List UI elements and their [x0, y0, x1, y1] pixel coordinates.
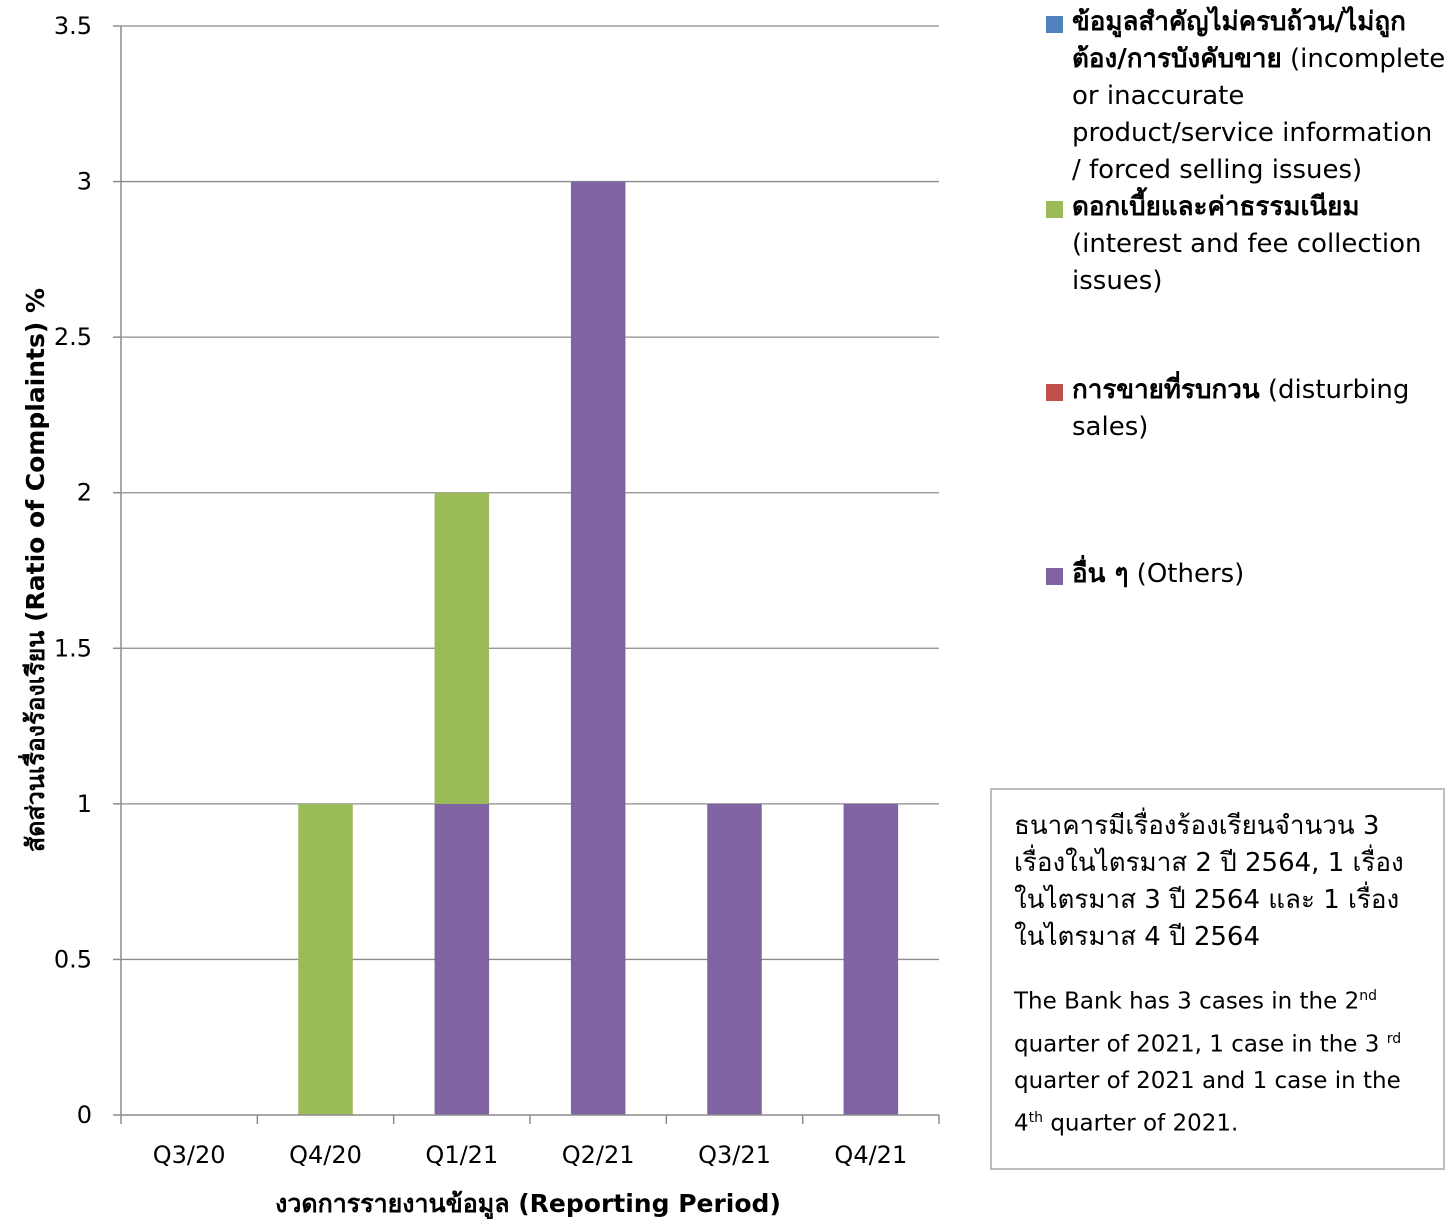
legend-label: ข้อมูลสำคัญไม่ครบถ้วน/ไม่ถูกต้อง/การบังค…	[1072, 7, 1446, 185]
legend-item-others: อื่น ๆ (Others)	[1046, 556, 1446, 593]
note-thai-text: ธนาคารมีเรื่องร้องเรียนจำนวน 3 เรื่องในไ…	[1014, 811, 1404, 952]
y-tick-label: 1	[77, 790, 92, 818]
x-axis-title: งวดการรายงานข้อมูล (Reporting Period)	[275, 1189, 781, 1219]
legend-label: อื่น ๆ (Others)	[1072, 559, 1245, 589]
y-tick-label: 2.5	[54, 323, 92, 351]
legend-swatch	[1046, 201, 1063, 218]
bar-chart: 00.511.522.533.5 Q3/20 Q4/20 Q1/21 Q2/21 Q3/…	[18, 12, 940, 1219]
bar-segment	[843, 803, 899, 1115]
legend-item-fee-issues: ดอกเบี้ยและค่าธรรมเนียม (interest and fe…	[1046, 189, 1446, 300]
x-tick-labels: Q3/20 Q4/20 Q1/21 Q2/21 Q3/21 Q4/21	[153, 1141, 907, 1169]
x-tick-label: Q2/21	[562, 1141, 635, 1169]
x-tick-label: Q4/21	[834, 1141, 907, 1169]
y-axis-title: สัดส่วนเรื่องร้องเรียน (Ratio of Complai…	[18, 288, 50, 852]
legend-item-info-issues: ข้อมูลสำคัญไม่ครบถ้วน/ไม่ถูกต้อง/การบังค…	[1046, 4, 1446, 189]
bar-segment	[434, 803, 490, 1115]
bar-segment	[434, 492, 490, 804]
y-tick-label: 0	[77, 1101, 92, 1129]
note-english-text: The Bank has 3 cases in the 2nd quarter …	[1014, 988, 1402, 1137]
legend-label: การขายที่รบกวน (disturbing sales)	[1072, 375, 1410, 442]
y-tick-labels: 0 0.5 1 1.5 2 2.5 3 3.5	[54, 12, 92, 1129]
x-tick-label: Q4/20	[289, 1141, 362, 1169]
y-tick-label: 1.5	[54, 634, 92, 662]
bar-segment	[570, 181, 626, 1116]
x-tick-label: Q1/21	[425, 1141, 498, 1169]
legend-swatch	[1046, 384, 1063, 401]
summary-note-box: ธนาคารมีเรื่องร้องเรียนจำนวน 3 เรื่องในไ…	[990, 788, 1445, 1170]
legend-item-disturbing-sales: การขายที่รบกวน (disturbing sales)	[1046, 372, 1446, 446]
bars	[298, 181, 899, 1116]
y-tick-label: 3	[77, 168, 92, 196]
legend-swatch	[1046, 568, 1063, 585]
legend-swatch	[1046, 16, 1063, 33]
y-tick-label: 2	[77, 479, 92, 507]
legend-label: ดอกเบี้ยและค่าธรรมเนียม (interest and fe…	[1072, 192, 1422, 296]
bar-segment	[298, 803, 353, 1115]
gridlines	[121, 25, 939, 961]
axes	[113, 25, 940, 1124]
x-tick-label: Q3/21	[698, 1141, 771, 1169]
x-tick-label: Q3/20	[153, 1141, 226, 1169]
y-tick-label: 3.5	[54, 12, 92, 40]
y-tick-label: 0.5	[54, 945, 92, 973]
bar-segment	[707, 803, 762, 1115]
